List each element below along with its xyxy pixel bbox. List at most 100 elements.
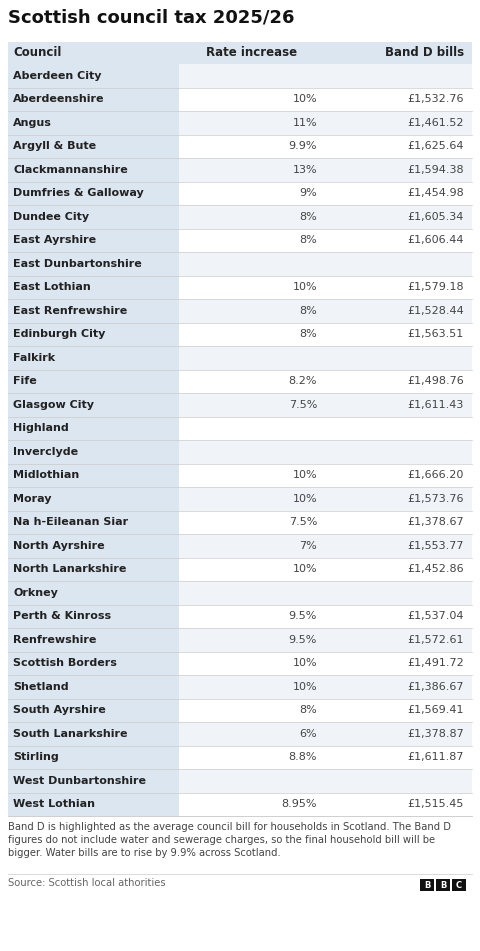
Text: £1,553.77: £1,553.77	[408, 541, 464, 551]
Text: £1,378.87: £1,378.87	[407, 728, 464, 739]
Text: 9%: 9%	[299, 188, 317, 198]
Bar	[179, 322, 472, 346]
Text: 13%: 13%	[292, 165, 317, 175]
Text: £1,579.18: £1,579.18	[408, 282, 464, 292]
Bar	[179, 182, 472, 205]
Bar	[8, 228, 179, 252]
Text: Na h-Eileanan Siar: Na h-Eileanan Siar	[13, 517, 128, 527]
Text: Edinburgh City: Edinburgh City	[13, 329, 106, 340]
Text: Shetland: Shetland	[13, 682, 69, 691]
Bar	[8, 675, 179, 698]
Text: Inverclyde: Inverclyde	[13, 447, 78, 456]
Text: 8%: 8%	[299, 329, 317, 340]
Text: 7%: 7%	[299, 541, 317, 551]
Text: £1,625.64: £1,625.64	[408, 142, 464, 151]
Text: 10%: 10%	[292, 470, 317, 480]
Text: 8.95%: 8.95%	[281, 799, 317, 809]
Text: South Ayrshire: South Ayrshire	[13, 706, 106, 715]
Bar	[8, 440, 179, 463]
Bar	[8, 651, 179, 675]
Text: £1,573.76: £1,573.76	[408, 494, 464, 504]
Bar	[8, 322, 179, 346]
Text: Band D is highlighted as the average council bill for households in Scotland. Th: Band D is highlighted as the average cou…	[8, 822, 451, 859]
Bar	[8, 299, 179, 322]
Text: East Ayrshire: East Ayrshire	[13, 235, 96, 245]
Bar	[179, 581, 472, 605]
Bar	[452, 879, 466, 891]
Text: B: B	[440, 881, 446, 889]
Bar	[8, 252, 179, 276]
Bar	[179, 511, 472, 534]
Text: £1,611.43: £1,611.43	[408, 399, 464, 410]
Bar	[436, 879, 450, 891]
Bar	[179, 299, 472, 322]
Text: Dumfries & Galloway: Dumfries & Galloway	[13, 188, 144, 198]
Bar	[179, 487, 472, 511]
Bar	[179, 440, 472, 463]
Text: Scottish council tax 2025/26: Scottish council tax 2025/26	[8, 8, 295, 26]
Text: Dundee City: Dundee City	[13, 212, 89, 222]
Text: £1,611.87: £1,611.87	[408, 752, 464, 763]
Bar	[8, 370, 179, 393]
Text: North Ayrshire: North Ayrshire	[13, 541, 105, 551]
Text: 10%: 10%	[292, 682, 317, 691]
Bar	[8, 158, 179, 182]
Text: £1,386.67: £1,386.67	[408, 682, 464, 691]
Bar	[8, 42, 472, 64]
Text: Midlothian: Midlothian	[13, 470, 79, 480]
Text: 11%: 11%	[292, 118, 317, 127]
Text: £1,563.51: £1,563.51	[408, 329, 464, 340]
Text: Moray: Moray	[13, 494, 51, 504]
Bar	[179, 534, 472, 557]
Bar	[8, 557, 179, 581]
Bar	[179, 228, 472, 252]
Text: £1,461.52: £1,461.52	[408, 118, 464, 127]
Bar	[179, 698, 472, 722]
Text: South Lanarkshire: South Lanarkshire	[13, 728, 128, 739]
Text: £1,515.45: £1,515.45	[408, 799, 464, 809]
Text: £1,498.76: £1,498.76	[407, 377, 464, 386]
Bar	[8, 393, 179, 417]
Bar	[8, 182, 179, 205]
Text: C: C	[456, 881, 462, 889]
Text: 7.5%: 7.5%	[288, 517, 317, 527]
Text: Highland: Highland	[13, 423, 69, 434]
Text: Glasgow City: Glasgow City	[13, 399, 94, 410]
Text: 8%: 8%	[299, 212, 317, 222]
Bar	[179, 393, 472, 417]
Text: 10%: 10%	[292, 494, 317, 504]
Bar	[179, 557, 472, 581]
Text: Fife: Fife	[13, 377, 37, 386]
Bar	[8, 792, 179, 816]
Bar	[8, 769, 179, 792]
Bar	[8, 581, 179, 605]
Text: Band D bills: Band D bills	[385, 47, 464, 60]
Bar	[8, 722, 179, 746]
Text: 8.8%: 8.8%	[288, 752, 317, 763]
Bar	[179, 370, 472, 393]
Text: Perth & Kinross: Perth & Kinross	[13, 611, 111, 621]
Bar	[179, 87, 472, 111]
Bar	[179, 746, 472, 769]
Bar	[8, 534, 179, 557]
Bar	[179, 417, 472, 440]
Text: 8%: 8%	[299, 235, 317, 245]
Text: 10%: 10%	[292, 658, 317, 669]
Text: Argyll & Bute: Argyll & Bute	[13, 142, 96, 151]
Text: West Lothian: West Lothian	[13, 799, 95, 809]
Text: 7.5%: 7.5%	[288, 399, 317, 410]
Bar	[420, 879, 434, 891]
Text: Aberdeenshire: Aberdeenshire	[13, 94, 105, 105]
Bar	[179, 205, 472, 228]
Text: £1,666.20: £1,666.20	[408, 470, 464, 480]
Text: £1,452.86: £1,452.86	[408, 564, 464, 574]
Text: £1,606.44: £1,606.44	[408, 235, 464, 245]
Text: 9.9%: 9.9%	[288, 142, 317, 151]
Text: 10%: 10%	[292, 94, 317, 105]
Text: 10%: 10%	[292, 564, 317, 574]
Bar	[179, 628, 472, 651]
Bar	[8, 417, 179, 440]
Text: Scottish Borders: Scottish Borders	[13, 658, 117, 669]
Text: East Dunbartonshire: East Dunbartonshire	[13, 259, 142, 269]
Bar	[179, 463, 472, 487]
